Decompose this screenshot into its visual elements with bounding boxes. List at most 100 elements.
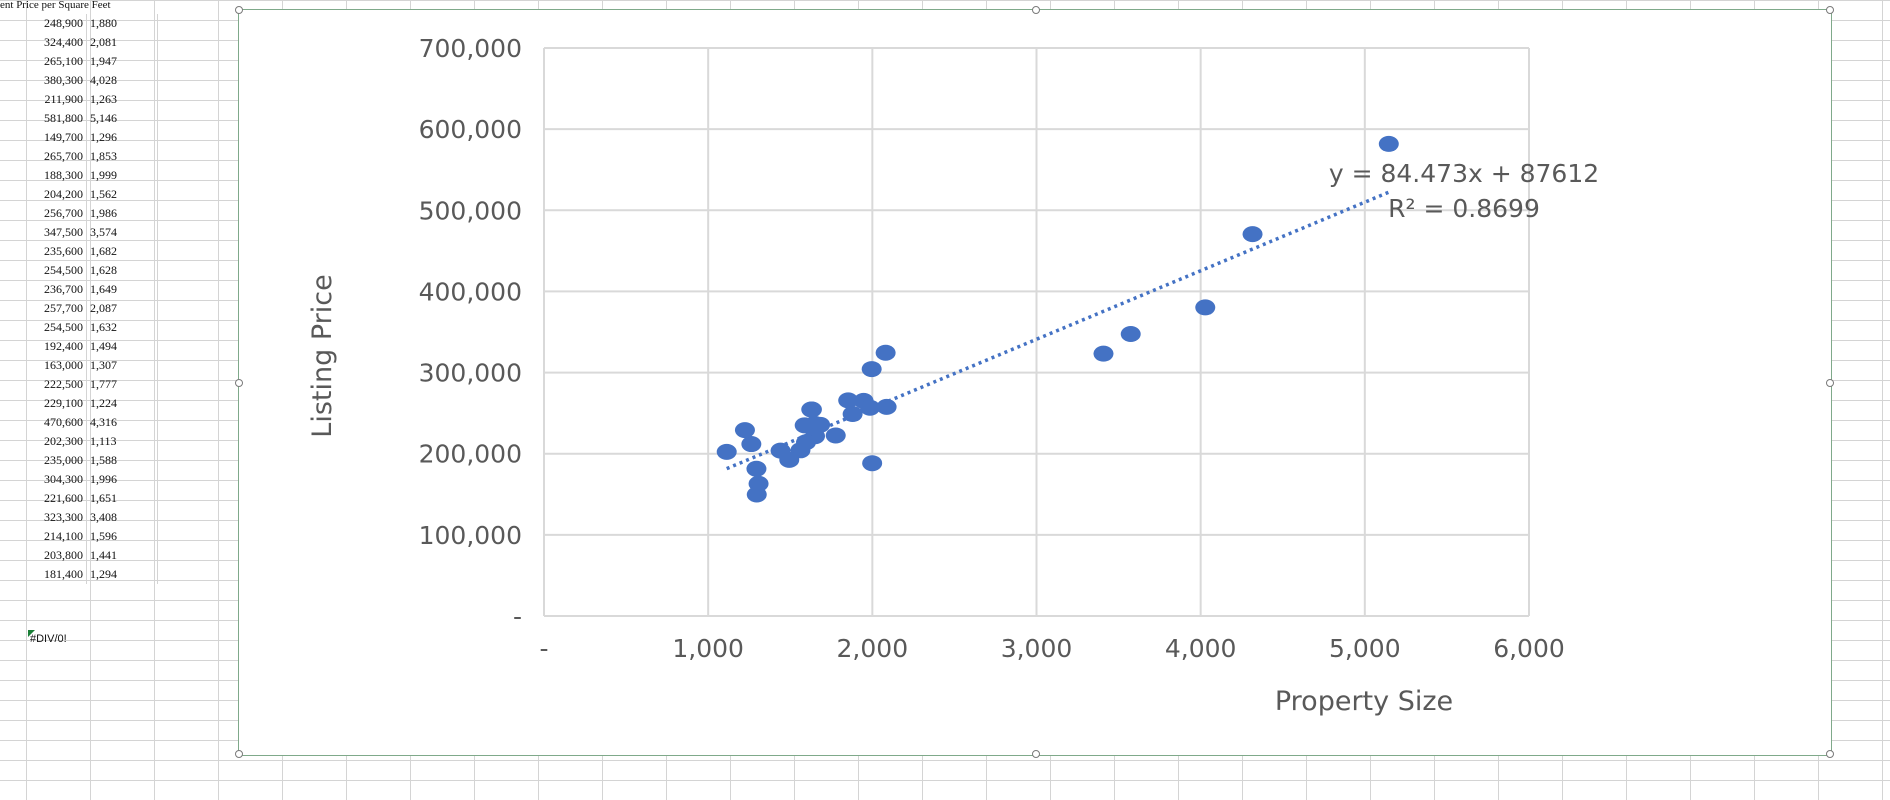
price-cell[interactable]: 211,900 <box>22 90 87 109</box>
price-cell[interactable]: 254,500 <box>22 318 87 337</box>
table-row: 304,300 1,996 <box>22 470 158 489</box>
price-per-sqft-cell[interactable]: 1,628 <box>86 261 158 280</box>
price-cell[interactable]: 149,700 <box>22 128 87 147</box>
data-point <box>838 392 859 409</box>
price-per-sqft-cell[interactable]: 4,028 <box>86 71 158 90</box>
data-point <box>746 460 767 477</box>
table-row: 248,900 1,880 <box>22 14 158 33</box>
x-tick-label: 4,000 <box>1165 634 1237 663</box>
price-per-sqft-cell[interactable]: 1,853 <box>86 147 158 166</box>
price-per-sqft-cell[interactable]: 4,316 <box>86 413 158 432</box>
resize-handle-bottom-middle[interactable] <box>1032 750 1040 758</box>
price-cell[interactable]: 323,300 <box>22 508 87 527</box>
price-per-sqft-cell[interactable]: 1,296 <box>86 128 158 147</box>
price-per-sqft-cell[interactable]: 1,777 <box>86 375 158 394</box>
price-per-sqft-cell[interactable]: 5,146 <box>86 109 158 128</box>
price-cell[interactable]: 380,300 <box>22 71 87 90</box>
price-cell[interactable]: 265,100 <box>22 52 87 71</box>
error-cell[interactable]: #DIV/0! <box>30 633 67 645</box>
price-cell[interactable]: 221,600 <box>22 489 87 508</box>
price-per-sqft-cell[interactable]: 1,880 <box>86 14 158 33</box>
table-row: 203,800 1,441 <box>22 546 158 565</box>
resize-handle-top-left[interactable] <box>235 6 243 14</box>
price-per-sqft-cell[interactable]: 1,441 <box>86 546 158 565</box>
price-cell[interactable]: 163,000 <box>22 356 87 375</box>
resize-handle-middle-left[interactable] <box>235 379 243 387</box>
table-row: 265,700 1,853 <box>22 147 158 166</box>
resize-handle-middle-right[interactable] <box>1826 379 1834 387</box>
price-per-sqft-cell[interactable]: 3,574 <box>86 223 158 242</box>
table-row: 380,300 4,028 <box>22 71 158 90</box>
price-per-sqft-cell[interactable]: 1,632 <box>86 318 158 337</box>
price-per-sqft-cell[interactable]: 1,294 <box>86 565 158 584</box>
price-cell[interactable]: 347,500 <box>22 223 87 242</box>
price-cell[interactable]: 222,500 <box>22 375 87 394</box>
price-cell[interactable]: 214,100 <box>22 527 87 546</box>
price-cell[interactable]: 581,800 <box>22 109 87 128</box>
y-tick-label: 600,000 <box>419 115 522 144</box>
data-point <box>1242 226 1263 243</box>
price-per-sqft-cell[interactable]: 1,996 <box>86 470 158 489</box>
resize-handle-bottom-left[interactable] <box>235 750 243 758</box>
price-per-sqft-cell[interactable]: 1,986 <box>86 204 158 223</box>
price-per-sqft-cell[interactable]: 1,649 <box>86 280 158 299</box>
price-per-sqft-cell[interactable]: 1,588 <box>86 451 158 470</box>
price-cell[interactable]: 265,700 <box>22 147 87 166</box>
price-cell[interactable]: 235,000 <box>22 451 87 470</box>
price-per-sqft-cell[interactable]: 1,651 <box>86 489 158 508</box>
price-per-sqft-cell[interactable]: 1,307 <box>86 356 158 375</box>
resize-handle-bottom-right[interactable] <box>1826 750 1834 758</box>
x-axis-title: Property Size <box>1275 686 1453 717</box>
data-point <box>876 398 897 415</box>
table-row: 222,500 1,777 <box>22 375 158 394</box>
price-cell[interactable]: 235,600 <box>22 242 87 261</box>
price-cell[interactable]: 248,900 <box>22 14 87 33</box>
price-per-sqft-cell[interactable]: 3,408 <box>86 508 158 527</box>
price-cell[interactable]: 202,300 <box>22 432 87 451</box>
y-tick-label: 500,000 <box>419 196 522 225</box>
data-point <box>860 399 881 416</box>
table-row: 204,200 1,562 <box>22 185 158 204</box>
price-per-sqft-cell[interactable]: 2,081 <box>86 33 158 52</box>
resize-handle-top-middle[interactable] <box>1032 6 1040 14</box>
data-point <box>801 401 822 418</box>
price-cell[interactable]: 192,400 <box>22 337 87 356</box>
price-cell[interactable]: 256,700 <box>22 204 87 223</box>
y-tick-label: 300,000 <box>419 359 522 388</box>
price-per-sqft-cell[interactable]: 2,087 <box>86 299 158 318</box>
price-cell[interactable]: 254,500 <box>22 261 87 280</box>
column-header-price-per-square-feet[interactable]: ent Price per Square Feet <box>0 0 111 11</box>
price-cell[interactable]: 324,400 <box>22 33 87 52</box>
price-per-sqft-cell[interactable]: 1,263 <box>86 90 158 109</box>
price-cell[interactable]: 188,300 <box>22 166 87 185</box>
x-tick-label: 3,000 <box>1001 634 1073 663</box>
table-row: 323,300 3,408 <box>22 508 158 527</box>
price-per-sqft-cell[interactable]: 1,494 <box>86 337 158 356</box>
data-table: 248,900 1,880 324,400 2,081 265,100 1,947 380,… <box>22 14 158 584</box>
table-row: 188,300 1,999 <box>22 166 158 185</box>
price-per-sqft-cell[interactable]: 1,562 <box>86 185 158 204</box>
price-cell[interactable]: 204,200 <box>22 185 87 204</box>
price-cell[interactable]: 229,100 <box>22 394 87 413</box>
price-per-sqft-cell[interactable]: 1,682 <box>86 242 158 261</box>
price-per-sqft-cell[interactable]: 1,224 <box>86 394 158 413</box>
price-cell[interactable]: 257,700 <box>22 299 87 318</box>
price-per-sqft-cell[interactable]: 1,947 <box>86 52 158 71</box>
price-per-sqft-cell[interactable]: 1,113 <box>86 432 158 451</box>
data-point <box>716 443 737 460</box>
table-row: 214,100 1,596 <box>22 527 158 546</box>
price-cell[interactable]: 236,700 <box>22 280 87 299</box>
data-point <box>741 436 762 453</box>
price-per-sqft-cell[interactable]: 1,999 <box>86 166 158 185</box>
table-row: 235,000 1,588 <box>22 451 158 470</box>
chart-area[interactable]: - 1,000 2,000 3,000 4,000 5,000 6,000 - 100,000 2… <box>235 6 1834 758</box>
y-axis-title: Listing Price <box>307 274 338 437</box>
resize-handle-top-right[interactable] <box>1826 6 1834 14</box>
price-cell[interactable]: 470,600 <box>22 413 87 432</box>
price-cell[interactable]: 181,400 <box>22 565 87 584</box>
price-cell[interactable]: 203,800 <box>22 546 87 565</box>
price-cell[interactable]: 304,300 <box>22 470 87 489</box>
x-tick-label: 1,000 <box>672 634 744 663</box>
price-per-sqft-cell[interactable]: 1,596 <box>86 527 158 546</box>
x-tick-label: 5,000 <box>1329 634 1401 663</box>
